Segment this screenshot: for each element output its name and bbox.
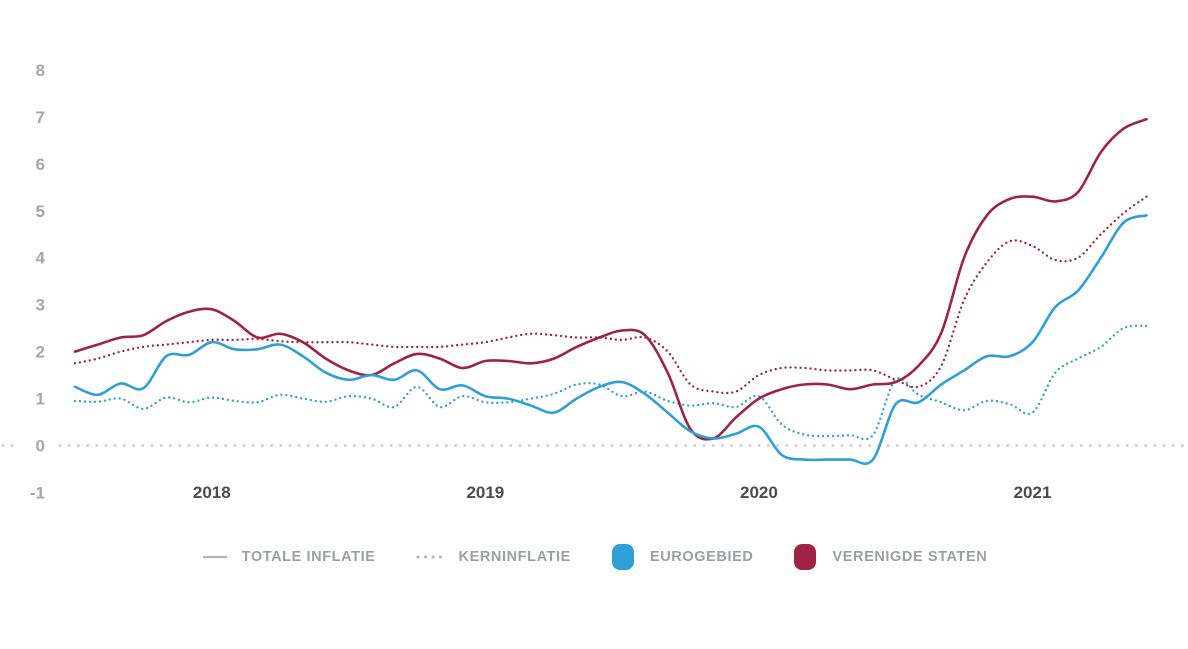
legend-item-eurogebied[interactable]: EUROGEBIED bbox=[609, 543, 754, 571]
legend-label-totale-inflatie: TOTALE INFLATIE bbox=[241, 549, 376, 565]
legend-item-verenigde-staten[interactable]: VERENIGDE STATEN bbox=[791, 543, 987, 571]
x-axis-year-label: 2019 bbox=[466, 483, 504, 502]
x-axis-year-label: 2018 bbox=[193, 483, 231, 502]
legend-item-kerninflatie[interactable]: KERNINFLATIE bbox=[414, 543, 571, 571]
legend-label-eurogebied: EUROGEBIED bbox=[649, 549, 754, 565]
eurogebied-swatch-icon bbox=[611, 544, 634, 570]
x-axis-year-label: 2021 bbox=[1014, 483, 1052, 502]
y-axis-tick-label: 8 bbox=[36, 61, 45, 80]
y-axis-tick-label: 4 bbox=[36, 249, 46, 268]
dotted-line-swatch-icon bbox=[416, 555, 445, 559]
y-axis-tick-label: 2 bbox=[36, 343, 45, 362]
x-axis-year-label: 2020 bbox=[740, 483, 778, 502]
chart-canvas: 8 7 6 5 4 3 2 1 0 -1 2018 2019 2020 2021 bbox=[1, 61, 1188, 502]
series-line-eurogebied-totale-inflatie bbox=[73, 214, 1148, 465]
y-axis-tick-label: 3 bbox=[36, 296, 45, 315]
y-axis-tick-label: -1 bbox=[30, 483, 45, 502]
legend-label-verenigde-staten: VERENIGDE STATEN bbox=[832, 549, 988, 565]
series-line-verenigde-staten-kerninflatie bbox=[73, 195, 1148, 395]
y-axis-tick-label: 6 bbox=[36, 155, 45, 174]
y-axis-tick-label: 1 bbox=[36, 390, 45, 409]
verenigde-staten-swatch-icon bbox=[794, 544, 817, 570]
y-axis-tick-label: 7 bbox=[36, 108, 45, 127]
chart-legend: TOTALE INFLATIE KERNINFLATIE EUROGEBIED … bbox=[0, 540, 1188, 574]
series-line-verenigde-staten-totale-inflatie bbox=[73, 117, 1148, 441]
legend-item-totale-inflatie[interactable]: TOTALE INFLATIE bbox=[201, 543, 376, 571]
y-axis-tick-label: 5 bbox=[36, 202, 45, 221]
y-axis-tick-label: 0 bbox=[36, 437, 45, 456]
solid-line-swatch-icon bbox=[202, 555, 227, 559]
legend-label-kerninflatie: KERNINFLATIE bbox=[458, 549, 571, 565]
